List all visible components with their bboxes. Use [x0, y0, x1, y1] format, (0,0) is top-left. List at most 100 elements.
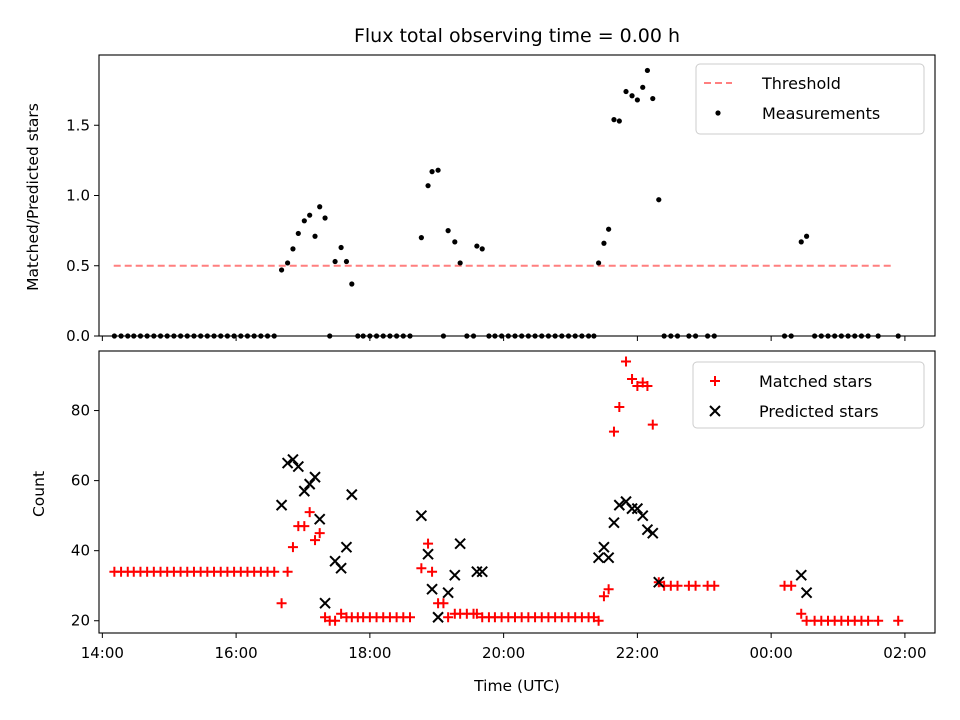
measurement-point: [278, 267, 285, 273]
matched-star-point: [632, 381, 643, 392]
measurement-point: [640, 84, 646, 90]
predicted-star-point: [298, 485, 311, 497]
measurement-point: [317, 204, 323, 210]
predicted-star-point: [795, 569, 807, 581]
legend-measurement-swatch: [715, 110, 721, 116]
matched-star-point: [282, 566, 293, 577]
matched-star-point: [603, 584, 614, 595]
measurement-point: [629, 93, 635, 99]
legend-label: Measurements: [762, 104, 880, 123]
bottom-axis-ticks: 20 40 60 80 14:00 16:00 18:00 20:00 22:00 00:00 02…: [71, 402, 927, 662]
predicted-star-point: [476, 565, 488, 578]
matched-star-point: [593, 615, 604, 626]
measurement-point: [616, 118, 622, 124]
measurement-point: [803, 233, 810, 239]
matched-star-point: [304, 507, 315, 518]
measurement-point: [595, 260, 602, 266]
matched-star-point: [893, 615, 904, 626]
measurement-point: [307, 212, 313, 218]
predicted-star-point: [422, 548, 434, 560]
measurement-point: [611, 117, 617, 123]
predicted-star-point: [340, 541, 353, 553]
matched-star-point: [621, 356, 632, 367]
matched-star-point: [873, 615, 884, 626]
measurement-point: [343, 258, 350, 265]
top-y-tick-label: 0.0: [66, 327, 90, 345]
measurement-point: [435, 167, 441, 173]
measurement-point: [623, 88, 629, 95]
predicted-star-point: [800, 587, 813, 599]
predicted-star-point: [631, 502, 644, 515]
matched-star-point: [299, 521, 310, 532]
measurement-point: [429, 169, 435, 175]
measurement-point: [457, 260, 463, 266]
predicted-star-point: [319, 597, 331, 609]
measurement-point: [290, 246, 296, 252]
legend-label: Threshold: [761, 74, 841, 93]
predicted-star-point: [426, 583, 438, 595]
measurement-point: [798, 239, 804, 245]
bottom-plot-frame: [98, 350, 936, 634]
predicted-star-point: [598, 541, 610, 553]
bottom-x-tick-label: 20:00: [482, 644, 525, 662]
measurement-point: [418, 235, 424, 241]
matched-star-point: [471, 608, 482, 619]
matched-star-point: [614, 402, 625, 413]
matched-star-point: [416, 563, 427, 574]
legend-label: Predicted stars: [759, 402, 879, 421]
legend-label: Matched stars: [759, 372, 872, 391]
legend-matched-swatch: [710, 376, 720, 386]
matched-star-point: [863, 615, 874, 626]
matched-star-point: [608, 426, 619, 437]
matched-star-point: [287, 542, 298, 553]
bottom-x-axis-label: Time (UTC): [473, 677, 560, 695]
matched-star-point: [627, 374, 638, 385]
predicted-star-point: [415, 509, 428, 522]
predicted-star-point: [287, 453, 299, 466]
matched-star-point: [690, 580, 701, 591]
bottom-x-tick-label: 00:00: [750, 644, 793, 662]
chart-title: Flux total observing time = 0.00 h: [354, 25, 680, 47]
measurement-point: [322, 215, 328, 221]
top-plot-area: [111, 67, 901, 339]
predicted-star-point: [602, 551, 615, 564]
predicted-star-point: [275, 499, 288, 511]
predicted-star-point: [449, 569, 461, 581]
measurement-point: [479, 246, 485, 252]
top-panel: Flux total observing time = 0.00 h Match…: [24, 25, 936, 345]
top-plot-frame: [98, 54, 936, 337]
top-y-tick-label: 1.5: [66, 116, 90, 134]
predicted-star-point: [613, 499, 626, 511]
predicted-star-point: [303, 478, 316, 490]
predicted-star-point: [637, 509, 649, 522]
bottom-x-tick-label: 18:00: [348, 644, 391, 662]
measurement-point: [338, 244, 344, 251]
measurement-point: [644, 67, 651, 74]
top-legend: Threshold Measurements: [695, 63, 925, 135]
predicted-star-point: [653, 576, 665, 588]
bottom-legend: Matched stars Predicted stars: [692, 361, 925, 429]
matched-star-point: [647, 419, 658, 430]
legend-box: [695, 63, 925, 135]
matched-star-point: [276, 598, 287, 609]
top-y-axis-label: Matched/Predicted stars: [24, 103, 42, 291]
measurement-point: [295, 230, 301, 237]
measurement-point: [445, 228, 451, 234]
bottom-x-tick-label: 22:00: [616, 644, 659, 662]
bottom-y-tick-label: 40: [71, 542, 90, 560]
matched-star-point: [672, 580, 683, 591]
matched-star-point: [310, 535, 321, 546]
measurement-point: [332, 258, 338, 265]
matched-star-point: [404, 612, 415, 623]
predicted-star-point: [442, 587, 454, 599]
measurement-point: [285, 260, 291, 266]
matched-star-point: [423, 538, 434, 549]
bottom-y-tick-label: 60: [71, 472, 90, 490]
top-y-tick-label: 0.5: [66, 257, 90, 275]
matched-star-point: [427, 566, 438, 577]
matched-star-point: [330, 615, 341, 626]
predicted-star-point: [608, 516, 620, 529]
measurement-point: [606, 226, 612, 232]
matched-star-point: [336, 608, 347, 619]
